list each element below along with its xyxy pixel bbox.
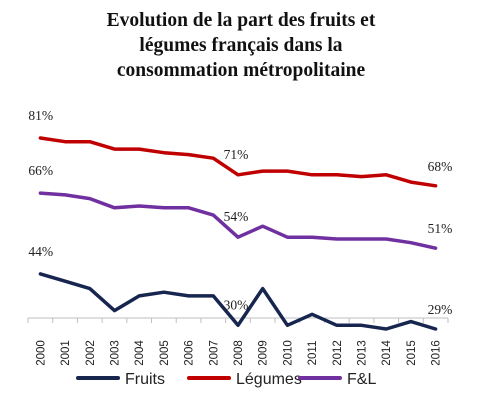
chart-title: Evolution de la part des fruits et légum…	[0, 8, 482, 83]
chart-title-line-3: consommation métropolitaine	[116, 60, 366, 81]
legend-label: Légumes	[236, 371, 302, 388]
data-label: 44%	[28, 244, 53, 259]
series-line-l-gumes	[38, 136, 438, 188]
legend-label: F&L	[347, 371, 376, 388]
x-tick-label: 2000	[35, 340, 47, 366]
x-tick-label: 2014	[381, 340, 393, 366]
x-tick-label: 2005	[159, 340, 171, 366]
x-tick-label: 2001	[60, 340, 72, 366]
data-label: 29%	[428, 302, 453, 317]
data-label: 54%	[224, 209, 249, 224]
legend-label: Fruits	[125, 371, 165, 388]
x-tick-label: 2002	[85, 340, 97, 366]
series-line-f-l	[38, 191, 438, 250]
x-tick-label: 2008	[233, 340, 245, 366]
data-label: 30%	[224, 297, 249, 312]
x-tick-label: 2016	[431, 340, 443, 366]
x-tick-label: 2004	[134, 340, 146, 366]
x-tick-label: 2006	[184, 340, 196, 366]
x-tick-label: 2013	[357, 340, 369, 366]
data-label: 66%	[28, 163, 53, 178]
x-tick-label: 2015	[406, 340, 418, 366]
x-tick-label: 2012	[332, 340, 344, 366]
chart-title-line-2: légumes français dans la	[139, 35, 343, 56]
series-line-fruits	[38, 272, 438, 331]
data-label: 51%	[428, 221, 453, 236]
x-tick-label: 2010	[282, 340, 294, 366]
x-tick-label: 2007	[208, 340, 220, 366]
data-label: 71%	[224, 147, 249, 162]
x-tick-label: 2011	[307, 341, 319, 366]
data-label: 81%	[28, 108, 53, 123]
x-tick-label: 2009	[258, 340, 270, 366]
chart-title-line-1: Evolution de la part des fruits et	[106, 10, 376, 31]
data-label: 68%	[428, 159, 453, 174]
x-tick-label: 2003	[109, 340, 121, 366]
